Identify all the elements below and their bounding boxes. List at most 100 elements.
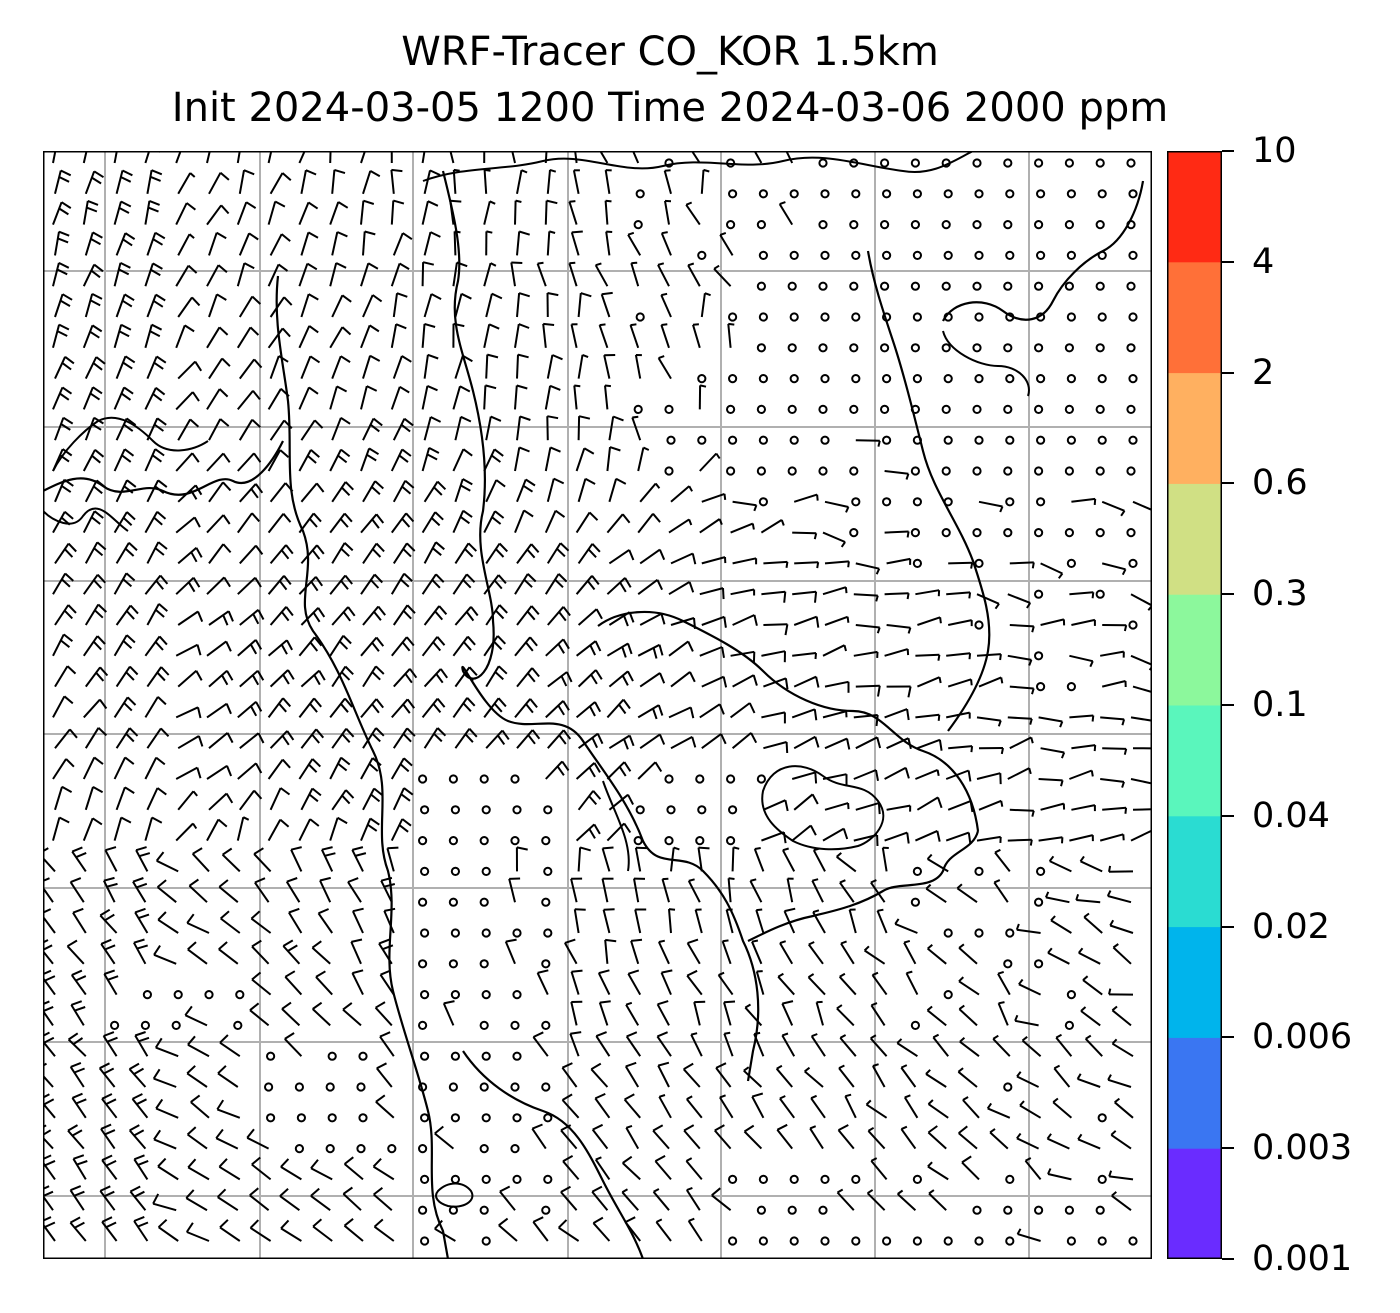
- wind-barb: [590, 1062, 609, 1088]
- calm-wind-marker: [943, 435, 953, 445]
- calm-wind-marker: [543, 805, 553, 815]
- wind-barb: [1130, 593, 1152, 611]
- wind-barb: [719, 231, 734, 256]
- wind-barb: [701, 556, 727, 565]
- wind-barb: [623, 1093, 641, 1119]
- calm-wind-marker: [1003, 158, 1013, 168]
- wind-barb: [915, 653, 941, 661]
- colorbar-tick-label: 0.006: [1252, 1017, 1353, 1058]
- wind-barb: [331, 728, 355, 749]
- wind-barb: [516, 729, 541, 749]
- calm-wind-marker: [327, 1113, 337, 1123]
- calm-wind-marker: [479, 774, 489, 784]
- wind-barb: [393, 668, 418, 688]
- wind-barb: [191, 847, 210, 873]
- calm-wind-marker: [820, 250, 830, 261]
- wind-barb: [84, 479, 106, 503]
- wind-barb: [208, 610, 234, 626]
- calm-wind-marker: [666, 435, 676, 445]
- wind-barb: [779, 940, 794, 965]
- wind-barb: [699, 518, 723, 534]
- map-title-line-1: WRF-Tracer CO_KOR 1.5km: [401, 29, 939, 75]
- wind-barb: [959, 1036, 980, 1057]
- wind-barb: [793, 735, 820, 750]
- wind-barb: [577, 790, 602, 811]
- calm-wind-marker: [1034, 589, 1044, 599]
- wind-barb: [839, 1034, 857, 1057]
- wind-barb: [761, 650, 786, 663]
- calm-wind-marker: [512, 1174, 522, 1185]
- calm-wind-marker: [418, 836, 428, 846]
- wind-barb: [670, 485, 693, 503]
- wind-barb: [331, 355, 351, 379]
- wind-barb: [206, 576, 231, 595]
- wind-barb: [608, 549, 635, 565]
- wind-barb: [606, 642, 633, 658]
- wind-barb: [1016, 1132, 1040, 1150]
- wind-barb: [625, 1124, 640, 1150]
- wind-barb: [300, 728, 325, 749]
- wind-barb: [958, 1004, 978, 1027]
- wind-barb: [717, 971, 734, 996]
- wind-barb: [69, 1216, 87, 1242]
- wind-barb: [43, 1093, 56, 1119]
- calm-wind-marker: [851, 250, 861, 261]
- wind-barb: [320, 846, 336, 872]
- calm-wind-marker: [972, 404, 982, 414]
- calm-wind-marker: [697, 374, 707, 384]
- wind-barb: [113, 448, 135, 472]
- wind-barb: [1102, 747, 1128, 755]
- wind-barb: [591, 1123, 609, 1150]
- wind-barb: [1009, 808, 1035, 817]
- calm-wind-marker: [420, 1174, 430, 1185]
- wind-barb: [1021, 1036, 1042, 1057]
- wind-barb: [421, 322, 436, 348]
- wind-barb: [915, 768, 940, 780]
- wind-barb: [627, 231, 642, 256]
- wind-barb: [572, 169, 580, 194]
- wind-barb: [760, 519, 785, 534]
- wind-barb: [855, 439, 881, 447]
- wind-barb: [331, 542, 354, 564]
- wind-barb: [1040, 747, 1066, 759]
- calm-wind-marker: [974, 1236, 984, 1246]
- calm-wind-marker: [941, 281, 951, 291]
- wind-barb: [269, 787, 291, 811]
- wind-barb: [238, 789, 263, 811]
- calm-wind-marker: [510, 1082, 520, 1092]
- wind-barb: [560, 1185, 578, 1211]
- wind-barb: [290, 846, 303, 872]
- calm-wind-marker: [943, 1236, 953, 1246]
- calm-wind-marker: [1034, 466, 1044, 476]
- wind-barb: [853, 650, 879, 658]
- wind-barb: [894, 918, 918, 934]
- wind-barb: [546, 354, 563, 379]
- wind-barb: [421, 384, 438, 410]
- wind-barb: [298, 636, 323, 657]
- wind-barb: [699, 646, 725, 658]
- wind-barb: [562, 1155, 580, 1181]
- wind-barb: [836, 1188, 855, 1211]
- colorbar-tick-label: 10: [1252, 131, 1297, 171]
- wind-barb: [577, 477, 596, 503]
- wind-barb: [917, 616, 942, 626]
- wind-barb: [976, 593, 1000, 610]
- wind-barb: [483, 168, 491, 194]
- wind-barb: [721, 939, 732, 965]
- wind-barb: [421, 151, 426, 164]
- wind-barb: [104, 846, 118, 872]
- wind-barb: [986, 1102, 1011, 1119]
- wind-barb: [360, 513, 385, 534]
- wind-barb: [390, 572, 413, 595]
- wind-barb: [1046, 1133, 1070, 1150]
- wind-barb: [927, 944, 947, 965]
- wind-barb: [601, 846, 614, 872]
- wind-barb: [652, 1188, 670, 1211]
- wind-barb: [900, 1064, 917, 1088]
- wind-barb: [390, 151, 393, 164]
- wind-barb: [187, 1035, 210, 1058]
- wind-barb: [1078, 947, 1101, 965]
- wind-barb: [84, 541, 107, 564]
- wind-barb: [69, 877, 85, 903]
- wind-barb: [624, 1061, 640, 1088]
